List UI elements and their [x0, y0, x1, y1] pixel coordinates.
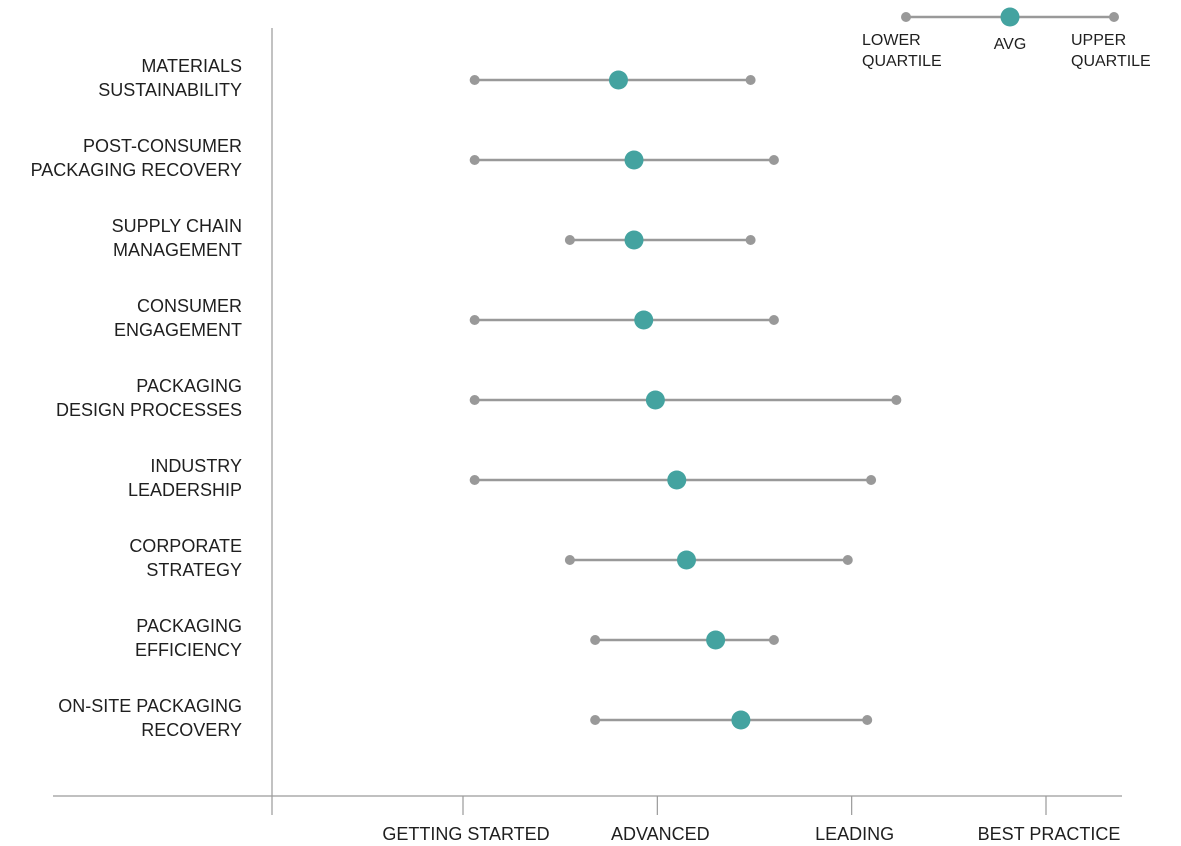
category-row: PACKAGING DESIGN PROCESSES [56, 376, 902, 420]
category-label-line: PACKAGING RECOVERY [31, 160, 242, 180]
category-label-line: STRATEGY [146, 560, 242, 580]
category-label-line: ON-SITE PACKAGING [58, 696, 242, 716]
legend-label-lower: LOWER QUARTILE [862, 32, 942, 70]
average-point [645, 390, 665, 410]
category-label-line: RECOVERY [141, 720, 242, 740]
lower-quartile-point [564, 555, 575, 565]
legend-label-avg: AVG [994, 36, 1027, 53]
category-label: ON-SITE PACKAGING RECOVERY [58, 696, 242, 740]
legend-label-line: UPPER [1071, 32, 1126, 49]
average-point [634, 310, 654, 330]
upper-quartile-point [745, 235, 756, 245]
category-label-line: ENGAGEMENT [114, 320, 242, 340]
legend-lower-point [901, 12, 911, 22]
category-row: ON-SITE PACKAGING RECOVERY [58, 696, 873, 740]
upper-quartile-point [768, 155, 779, 165]
category-row: INDUSTRY LEADERSHIP [128, 456, 877, 500]
legend-label-line: LOWER [862, 32, 921, 49]
lower-quartile-point [590, 715, 601, 725]
lower-quartile-point [469, 315, 480, 325]
legend-avg-point [1000, 7, 1020, 27]
category-row: PACKAGING EFFICIENCY [135, 616, 779, 660]
category-label-line: DESIGN PROCESSES [56, 400, 242, 420]
average-point [624, 230, 644, 250]
average-point [731, 710, 751, 730]
category-label-line: CORPORATE [129, 536, 242, 556]
category-label-line: MATERIALS [141, 56, 242, 76]
upper-quartile-point [745, 75, 756, 85]
average-point [676, 550, 696, 570]
lower-quartile-point [564, 235, 575, 245]
category-label: CONSUMER ENGAGEMENT [114, 296, 242, 340]
category-label-line: EFFICIENCY [135, 640, 242, 660]
legend-label-upper: UPPER QUARTILE [1071, 32, 1151, 70]
category-label-line: PACKAGING [136, 376, 242, 396]
category-label: MATERIALS SUSTAINABILITY [98, 56, 242, 100]
category-label-line: POST-CONSUMER [83, 136, 242, 156]
category-row: MATERIALS SUSTAINABILITY [98, 56, 756, 100]
average-point [667, 470, 687, 490]
legend-upper-point [1109, 12, 1119, 22]
category-label-line: LEADERSHIP [128, 480, 242, 500]
category-row: CONSUMER ENGAGEMENT [114, 296, 779, 340]
category-label: PACKAGING DESIGN PROCESSES [56, 376, 242, 420]
legend-label-line: AVG [994, 36, 1027, 53]
lower-quartile-point [469, 75, 480, 85]
average-point [608, 70, 628, 90]
upper-quartile-point [862, 715, 873, 725]
x-tick-label: LEADING [815, 824, 894, 844]
category-label-line: CONSUMER [137, 296, 242, 316]
category-label-line: SUSTAINABILITY [98, 80, 242, 100]
upper-quartile-point [768, 315, 779, 325]
x-tick-label: BEST PRACTICE [978, 824, 1121, 844]
category-label: PACKAGING EFFICIENCY [135, 616, 242, 660]
category-label: SUPPLY CHAIN MANAGEMENT [112, 216, 242, 260]
upper-quartile-point [891, 395, 902, 405]
x-tick-label: GETTING STARTED [382, 824, 549, 844]
upper-quartile-point [842, 555, 853, 565]
lower-quartile-point [469, 475, 480, 485]
category-label-line: SUPPLY CHAIN [112, 216, 242, 236]
category-label: POST-CONSUMER PACKAGING RECOVERY [31, 136, 242, 180]
category-label: INDUSTRY LEADERSHIP [128, 456, 242, 500]
legend-label-line: QUARTILE [862, 53, 942, 70]
x-tick-label: ADVANCED [611, 824, 710, 844]
category-row: SUPPLY CHAIN MANAGEMENT [112, 216, 756, 260]
lower-quartile-point [469, 395, 480, 405]
category-label-line: PACKAGING [136, 616, 242, 636]
legend: LOWER QUARTILE AVG UPPER QUARTILE [862, 7, 1151, 70]
lower-quartile-point [469, 155, 480, 165]
upper-quartile-point [768, 635, 779, 645]
category-label-line: INDUSTRY [150, 456, 242, 476]
category-row: POST-CONSUMER PACKAGING RECOVERY [31, 136, 779, 180]
legend-label-line: QUARTILE [1071, 53, 1151, 70]
category-label-line: MANAGEMENT [113, 240, 242, 260]
lower-quartile-point [590, 635, 601, 645]
average-point [706, 630, 726, 650]
category-row: CORPORATE STRATEGY [129, 536, 853, 580]
category-label: CORPORATE STRATEGY [129, 536, 242, 580]
average-point [624, 150, 644, 170]
upper-quartile-point [866, 475, 877, 485]
